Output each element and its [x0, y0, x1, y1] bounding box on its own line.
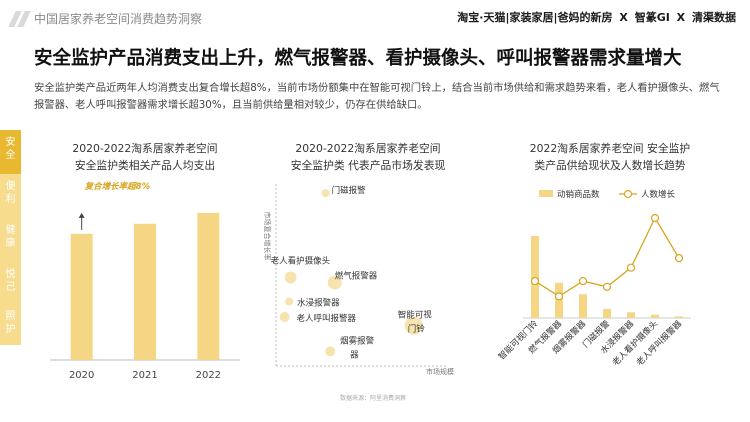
x-tick-label: 2021: [132, 370, 157, 381]
x-axis-label: 市场规模: [426, 367, 454, 376]
brand-parents: 爸妈的新房: [557, 11, 613, 24]
bubble-水浸报警器: [285, 297, 294, 306]
sidebar-item-safety[interactable]: 安全: [0, 130, 21, 174]
growth-point-老人呼叫报警器: [674, 254, 684, 263]
bubble-label: 门磁报警: [332, 185, 367, 196]
spending-bar-chart: 2020 2021 2022 复合增长率超8%: [50, 181, 240, 381]
bubble-智能可视门铃: [404, 316, 423, 335]
growth-point-老人看护摄像头: [650, 213, 660, 223]
panel1-title-line2: 安全监护类相关产品人均支出: [74, 159, 216, 172]
bar-水浸报警器: [627, 312, 635, 318]
panel3-title-line1: 2022淘系居家养老空间 安全监护: [529, 142, 691, 155]
panel1-title-line1: 2020-2022淘系居家养老空间: [72, 142, 218, 155]
brand-taobao: 淘宝·天猫: [457, 11, 506, 24]
bar-老人看护摄像头: [651, 314, 659, 318]
growth-annotation: 复合增长率超8%: [84, 181, 151, 192]
bubble-老人呼叫报警器: [279, 312, 290, 322]
brand-qingqu: 清渠数据: [692, 11, 736, 24]
sidebar-item-pleasure[interactable]: 悦己: [5, 269, 16, 293]
bubble-label: 老人呼叫报警器: [297, 313, 357, 324]
panel1-title: 2020-2022淘系居家养老空间 安全监护类相关产品人均支出: [40, 140, 250, 174]
brand-home: 家装家居: [509, 11, 554, 24]
legend-line-label: 人数增长: [641, 189, 676, 200]
brand-separator: X: [676, 11, 686, 24]
x-tick-label: 2020: [69, 370, 94, 381]
sidebar-item-convenience[interactable]: 便利: [5, 181, 16, 205]
panel3-title-line2: 类产品供给现状及人数增长趋势: [534, 159, 686, 172]
legend-bar-label: 动销商品数: [557, 189, 600, 200]
growth-arrow-head: [78, 212, 85, 218]
bar-2021: [134, 223, 156, 360]
brand-separator: X: [619, 11, 628, 24]
bar-2022: [197, 212, 220, 360]
bubble-门磁报警: [321, 189, 330, 198]
sidebar-item-care[interactable]: 照护: [5, 311, 16, 335]
growth-point-智能可视门铃: [530, 276, 540, 286]
bubble-烟雾报警器: [325, 346, 336, 357]
sidebar-item-health[interactable]: 健康: [5, 225, 16, 249]
legend-line-marker: [623, 189, 633, 199]
brand-divider: |: [553, 11, 558, 24]
data-source: 数据来源：阿里消费洞察: [340, 395, 407, 402]
panel2-title: 2020-2022淘系居家养老空间 安全监护类 代表产品市场发表现: [258, 140, 478, 174]
brand-logos: 淘宝·天猫|家装家居|爸妈的新房 X 智篆GI X 清渠数据: [457, 9, 736, 25]
bar-老人呼叫报警器: [675, 316, 683, 318]
bubble-label: 器: [350, 350, 359, 360]
bar-门磁报警: [603, 308, 611, 318]
bar-烟雾报警器: [579, 294, 587, 318]
bubble-label: 燃气报警器: [335, 271, 378, 282]
growth-point-烟雾报警器: [578, 276, 588, 286]
top-bar: 中国居家养老空间消费趋势洞察 淘宝·天猫|家装家居|爸妈的新房 X 智篆GI X…: [0, 0, 750, 38]
legend-bar-swatch: [539, 190, 553, 197]
bubble-label: 智能可视: [398, 310, 433, 321]
x-tick-label: 2022: [196, 370, 221, 381]
growth-point-水浸报警器: [626, 263, 636, 272]
bar-2020: [70, 233, 93, 360]
growth-point-燃气报警器: [554, 292, 564, 301]
supply-growth-chart: 动销商品数 人数增长智能可视门铃燃气报警器烟雾报警器门磁报警水浸报警器老人看护摄像…: [496, 189, 691, 368]
bubble-燃气报警器: [327, 275, 342, 290]
category-sidebar: 安全 便利 健康 悦己 照护: [0, 130, 21, 345]
bubble-label: 门铃: [408, 324, 426, 335]
bubble-老人看护摄像头: [284, 271, 297, 284]
y-axis-label: 市场复合增长率: [263, 212, 272, 261]
brand-zhizhuan: 智篆GI: [634, 11, 670, 24]
bubble-label: 老人看护摄像头: [271, 255, 331, 266]
bubble-label: 烟雾报警: [340, 335, 375, 346]
panel2-title-line2: 安全监护类 代表产品市场发表现: [290, 159, 446, 172]
panel2-title-line1: 2020-2022淘系居家养老空间: [295, 142, 441, 155]
panel3-title: 2022淘系居家养老空间 安全监护 类产品供给现状及人数增长趋势: [495, 140, 725, 174]
intro-paragraph: 安全监护类产品近两年人均消费支出复合增长超8%，当前市场份额集中在智能可视门铃上…: [34, 82, 720, 111]
report-title: 中国居家养老空间消费趋势洞察: [34, 12, 203, 26]
bubble-label: 水浸报警器: [297, 298, 340, 309]
growth-point-门磁报警: [602, 282, 612, 291]
brand-divider: |: [505, 11, 510, 24]
page-headline: 安全监护产品消费支出上升，燃气报警器、看护摄像头、呼叫报警器需求量增大: [34, 48, 682, 69]
